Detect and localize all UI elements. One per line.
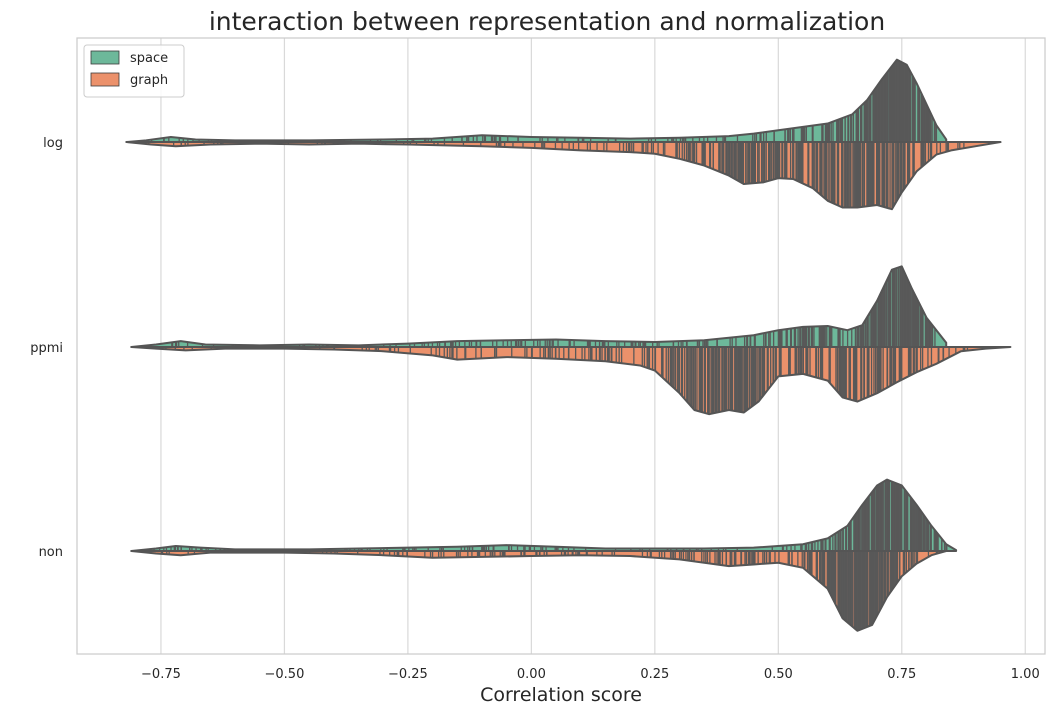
x-tick-label: 0.00 [517, 667, 546, 682]
x-tick-label: −0.50 [265, 667, 305, 682]
legend-swatch-space [90, 50, 120, 65]
violin-outline [125, 58, 948, 143]
violin-sticks [143, 142, 990, 209]
x-tick-label: −0.75 [141, 667, 181, 682]
violin-space-non [130, 478, 958, 552]
violin-sticks [165, 347, 969, 415]
y-tick-label: log [43, 136, 63, 151]
x-tick-label: 0.50 [764, 667, 793, 682]
violin-graph-ppmi [130, 346, 1012, 416]
legend: space graph [83, 44, 185, 98]
violin-outline [130, 346, 1012, 416]
x-axis-label: Correlation score [480, 684, 642, 706]
violin-space-ppmi [130, 265, 948, 348]
violin-outline [130, 478, 958, 552]
legend-swatch-graph [90, 72, 120, 87]
violin-space-log [125, 58, 948, 143]
chart-title: interaction between representation and n… [209, 7, 885, 36]
legend-label-graph: graph [130, 73, 168, 88]
x-tick-labels: −0.75 −0.50 −0.25 0.00 0.25 0.50 0.75 1.00 [141, 667, 1040, 682]
y-tick-labels: log ppmi non [30, 136, 63, 560]
plot-frame [76, 37, 1046, 655]
violin-sticks [147, 266, 936, 347]
violin-outline [130, 265, 948, 348]
violin-outline [130, 550, 948, 632]
violins [125, 58, 1012, 632]
violin-sticks [132, 59, 938, 142]
x-tick-label: 1.00 [1011, 667, 1040, 682]
x-tick-label: 0.25 [640, 667, 669, 682]
x-tick-label: 0.75 [887, 667, 916, 682]
violin-graph-log [125, 141, 1002, 211]
violin-outline [125, 141, 1002, 211]
violin-sticks [144, 551, 939, 631]
y-tick-label: ppmi [30, 341, 63, 356]
legend-label-space: space [130, 51, 168, 66]
x-tick-label: −0.25 [388, 667, 428, 682]
violin-graph-non [130, 550, 948, 632]
y-tick-label: non [39, 545, 63, 560]
